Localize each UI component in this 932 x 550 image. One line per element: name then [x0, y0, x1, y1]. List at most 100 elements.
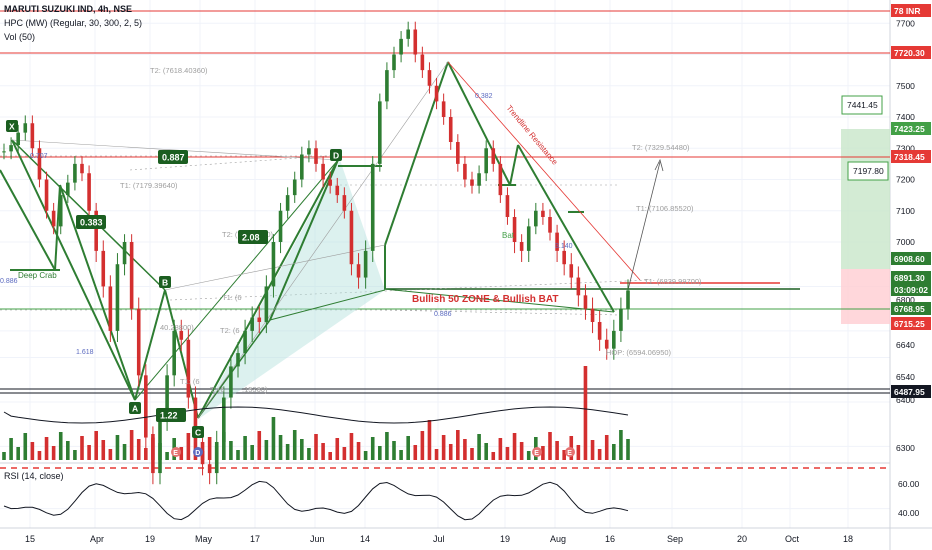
- price-tag-label: 6768.95: [894, 304, 925, 314]
- fib-label: T1: (7106.85520): [636, 204, 694, 213]
- volume-bar: [101, 440, 106, 460]
- candle-body: [441, 101, 446, 117]
- x-tick-label: Aug: [550, 534, 566, 544]
- fib-label: T2: (7329.54480): [632, 143, 690, 152]
- candle-body: [94, 210, 98, 251]
- callout-label: 7441.45: [847, 100, 878, 110]
- pattern-point-marker: [129, 402, 141, 414]
- event-marker-label: D: [195, 450, 200, 457]
- target-zone: [841, 129, 890, 269]
- candle-body: [236, 353, 240, 367]
- pattern-leg: [134, 289, 166, 401]
- volume-bar: [448, 444, 453, 460]
- price-tag-label: 78 INR: [894, 6, 920, 16]
- fib-label: 40.28800): [160, 323, 194, 332]
- volume-bar: [236, 450, 240, 460]
- candle-body: [108, 286, 113, 331]
- price-tag-label: 7720.30: [894, 48, 925, 58]
- volume-bar: [136, 439, 141, 460]
- candle-body: [363, 250, 368, 278]
- volume-bar: [278, 435, 283, 460]
- volume-bar: [58, 432, 63, 460]
- volume-bar: [108, 449, 113, 460]
- pattern-point-marker: [330, 149, 342, 161]
- volume-bar: [30, 442, 35, 460]
- y-tick-label: 7500: [896, 81, 915, 91]
- candle-body: [583, 295, 588, 309]
- fib-label: HOP: (6594.06950): [606, 348, 672, 357]
- candle-body: [342, 195, 347, 211]
- fib-dotted-line: [169, 279, 651, 301]
- candle-body: [420, 54, 425, 71]
- volume-bar: [484, 443, 488, 460]
- ratio-badge: [76, 215, 106, 229]
- deep-crab-label: Deep Crab: [18, 271, 57, 280]
- y-tick-label: 6300: [896, 443, 915, 453]
- candle-body: [229, 366, 233, 398]
- x-tick-label: 14: [360, 534, 370, 544]
- volume-bar: [285, 444, 290, 460]
- x-tick-label: 15: [25, 534, 35, 544]
- rsi-tick-label: 40.00: [898, 508, 920, 518]
- candle-body: [484, 148, 488, 174]
- candle-body: [2, 151, 6, 153]
- y-tick-label: 6640: [896, 340, 915, 350]
- candle-body: [597, 321, 602, 340]
- small-ratio-label: 0.707: [30, 153, 48, 160]
- candle-body: [512, 217, 517, 242]
- pattern-point-label: C: [195, 428, 201, 438]
- candle-body: [328, 179, 332, 186]
- price-tag: [891, 385, 931, 398]
- candle-body: [222, 397, 226, 442]
- volume-bar: [328, 452, 332, 460]
- pattern-leg: [269, 159, 339, 321]
- volume-bar: [399, 450, 403, 460]
- candle-body: [356, 264, 361, 278]
- volume-bar: [505, 447, 510, 460]
- candle-body: [335, 185, 340, 196]
- small-ratio-label: 0.382: [475, 93, 493, 100]
- volume-label: Vol (50): [4, 32, 36, 42]
- volume-bar: [477, 434, 481, 460]
- candle-body: [470, 179, 474, 186]
- candle-body: [122, 242, 127, 265]
- projection-line: [627, 161, 661, 291]
- candle-body: [257, 317, 262, 322]
- volume-bar: [271, 417, 276, 460]
- candle-body: [491, 148, 496, 164]
- candle-body: [626, 290, 630, 309]
- price-tag-label: 7318.45: [894, 152, 925, 162]
- candle-body: [73, 163, 77, 183]
- x-tick-label: 16: [605, 534, 615, 544]
- price-tag-label: 7423.25: [894, 124, 925, 134]
- small-ratio-label: 1.618: [76, 349, 94, 356]
- volume-bar: [335, 438, 340, 460]
- price-tag: [891, 302, 931, 315]
- bullish-zone-label: Bullish 50 ZONE & Bullish BAT: [412, 294, 559, 305]
- pattern-leg: [509, 144, 519, 186]
- volume-bar: [229, 441, 233, 460]
- indicator-label: HPC (MW) (Regular, 30, 300, 2, 5): [4, 18, 143, 28]
- pattern-leg: [269, 289, 386, 321]
- pattern-point-marker: [159, 276, 171, 288]
- volume-bar: [498, 438, 503, 460]
- volume-bar: [356, 442, 361, 460]
- candle-body: [463, 163, 467, 180]
- callout-box: [841, 95, 883, 115]
- volume-bar: [555, 441, 559, 460]
- volume-bar: [144, 448, 148, 460]
- candle-body: [9, 145, 13, 152]
- candle-body: [300, 154, 304, 180]
- trendline-resistance: [447, 61, 641, 281]
- fib-label: T2: (6: [220, 326, 240, 335]
- pattern-point-marker: [192, 426, 204, 438]
- candle-body: [66, 182, 70, 196]
- volume-bar: [491, 452, 496, 460]
- candle-body: [80, 163, 84, 174]
- pattern-leg: [197, 319, 271, 419]
- x-tick-label: Jun: [310, 534, 325, 544]
- volume-bar: [257, 431, 262, 460]
- candle-body: [44, 179, 49, 211]
- candle-body: [434, 85, 439, 102]
